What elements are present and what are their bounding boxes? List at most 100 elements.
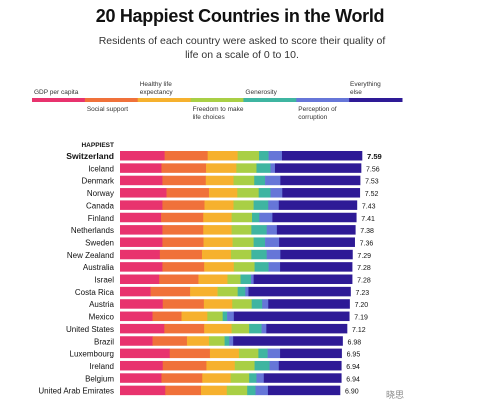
- bar-segment-brazil-freedom-to-make-life-choices: [208, 336, 225, 346]
- bar-segment-brazil-generosity: [224, 336, 230, 346]
- bar-segment-mexico-generosity: [222, 311, 228, 322]
- bar-segment-netherlands-generosity: [251, 225, 267, 235]
- total-label-ireland: 6.94: [346, 364, 360, 371]
- bar-segment-luxembourg-freedom-to-make-life-choices: [238, 348, 259, 359]
- bar-segment-mexico-perception-of-corruption: [227, 311, 235, 322]
- category-label-brazil: Brazil: [94, 337, 114, 346]
- total-label-israel: 7.28: [357, 278, 371, 285]
- bar-segment-united-arab-emirates-gdp-per-capita: [120, 385, 166, 396]
- bar-segment-sweden-social-support: [162, 237, 204, 247]
- bar-segment-israel-everything-else: [253, 274, 353, 284]
- category-label-mexico: Mexico: [89, 313, 115, 322]
- total-label-iceland: 7.56: [366, 166, 380, 173]
- bar-segment-luxembourg-healthy-life-expectancy: [209, 348, 240, 359]
- bar-segment-sweden-everything-else: [279, 237, 355, 247]
- bar-segment-norway-healthy-life-expectancy: [208, 188, 238, 198]
- bar-segment-united-states-social-support: [164, 323, 205, 334]
- category-label-norway: Norway: [87, 189, 114, 198]
- bar-segment-costa-rica-freedom-to-make-life-choices: [217, 286, 238, 297]
- bar-segment-costa-rica-perception-of-corruption: [245, 286, 249, 297]
- total-label-mexico: 7.19: [354, 315, 368, 322]
- bar-segment-iceland-gdp-per-capita: [120, 163, 162, 173]
- bar-segment-norway-perception-of-corruption: [270, 188, 283, 198]
- bar-segment-switzerland-perception-of-corruption: [268, 151, 283, 161]
- bar-segment-luxembourg-social-support: [169, 348, 211, 359]
- bar-segment-austria-social-support: [162, 299, 205, 309]
- bar-segment-mexico-freedom-to-make-life-choices: [207, 311, 223, 322]
- bar-segment-australia-healthy-life-expectancy: [204, 262, 235, 272]
- total-label-australia: 7.28: [357, 265, 371, 272]
- bar-segment-austria-gdp-per-capita: [120, 299, 164, 309]
- bar-segment-united-arab-emirates-perception-of-corruption: [255, 385, 269, 396]
- bar-segment-united-arab-emirates-everything-else: [267, 385, 341, 396]
- bar-segment-belgium-healthy-life-expectancy: [202, 373, 231, 383]
- bar-segment-canada-healthy-life-expectancy: [204, 200, 234, 210]
- bar-segment-finland-everything-else: [272, 212, 357, 223]
- total-label-new-zealand: 7.29: [357, 253, 371, 260]
- bar-segment-finland-social-support: [161, 212, 204, 223]
- bar-segment-netherlands-everything-else: [276, 225, 356, 235]
- bar-segment-netherlands-social-support: [162, 225, 204, 235]
- bar-segment-new-zealand-gdp-per-capita: [120, 249, 161, 260]
- category-label-canada: Canada: [86, 201, 115, 210]
- bar-segment-costa-rica-healthy-life-expectancy: [190, 286, 218, 297]
- bar-segment-ireland-freedom-to-make-life-choices: [234, 360, 255, 371]
- bar-segment-iceland-social-support: [161, 163, 207, 173]
- bar-segment-united-arab-emirates-generosity: [247, 385, 256, 396]
- bar-segment-brazil-social-support: [152, 336, 188, 346]
- bar-segment-belgium-gdp-per-capita: [120, 373, 162, 383]
- legend-swatch-gdp-per-capita: [32, 98, 86, 102]
- bar-segment-denmark-perception-of-corruption: [265, 175, 281, 186]
- bar-segment-iceland-everything-else: [274, 163, 362, 173]
- bar-segment-costa-rica-gdp-per-capita: [120, 286, 151, 297]
- bar-segment-iceland-generosity: [256, 163, 271, 173]
- legend-swatch-everything-else: [349, 98, 403, 102]
- bar-segment-canada-perception-of-corruption: [268, 200, 280, 210]
- bar-segment-belgium-freedom-to-make-life-choices: [230, 373, 250, 383]
- bar-segment-new-zealand-healthy-life-expectancy: [201, 249, 232, 260]
- total-label-united-states: 7.12: [352, 327, 366, 334]
- bar-segment-united-arab-emirates-healthy-life-expectancy: [200, 385, 228, 396]
- bar-segment-austria-generosity: [251, 299, 263, 309]
- total-label-belgium: 6.94: [346, 376, 360, 383]
- bar-segment-denmark-social-support: [162, 175, 207, 186]
- bar-segment-finland-healthy-life-expectancy: [203, 212, 232, 223]
- bar-segment-netherlands-healthy-life-expectancy: [203, 225, 232, 235]
- bar-segment-israel-gdp-per-capita: [120, 274, 160, 284]
- category-label-belgium: Belgium: [85, 374, 114, 383]
- legend-label-everything-else: Everything else: [350, 81, 381, 96]
- category-label-switzerland: Switzerland: [66, 151, 114, 161]
- bar-segment-costa-rica-social-support: [150, 286, 191, 297]
- bar-segment-united-states-generosity: [249, 323, 262, 334]
- total-label-sweden: 7.36: [360, 240, 374, 247]
- bar-segment-austria-freedom-to-make-life-choices: [232, 299, 252, 309]
- bar-segment-united-states-gdp-per-capita: [120, 323, 165, 334]
- bar-segment-australia-perception-of-corruption: [268, 262, 281, 272]
- total-label-brazil: 6.98: [348, 339, 362, 346]
- category-label-iceland: Iceland: [88, 164, 114, 173]
- category-label-costa-rica: Costa Rica: [75, 288, 115, 297]
- bar-segment-united-states-healthy-life-expectancy: [204, 323, 232, 334]
- bar-segment-netherlands-gdp-per-capita: [120, 225, 163, 235]
- category-label-australia: Australia: [83, 263, 115, 272]
- bar-segment-united-states-perception-of-corruption: [261, 323, 267, 334]
- bar-segment-new-zealand-freedom-to-make-life-choices: [230, 249, 252, 260]
- chart-title: 20 Happiest Countries in the World: [95, 6, 385, 26]
- total-label-finland: 7.41: [361, 216, 375, 223]
- bar-segment-ireland-everything-else: [278, 360, 342, 371]
- category-label-united-arab-emirates: United Arab Emirates: [38, 387, 114, 396]
- total-label-austria: 7.20: [355, 302, 369, 309]
- bar-segment-ireland-gdp-per-capita: [120, 360, 164, 371]
- category-label-luxembourg: Luxembourg: [70, 350, 114, 359]
- bar-segment-iceland-perception-of-corruption: [270, 163, 276, 173]
- bar-segment-switzerland-generosity: [259, 151, 269, 161]
- bar-segment-norway-everything-else: [282, 188, 361, 198]
- bar-segment-finland-generosity: [252, 212, 260, 223]
- category-label-austria: Austria: [89, 300, 114, 309]
- total-label-costa-rica: 7.23: [356, 290, 370, 297]
- bar-segment-luxembourg-everything-else: [280, 348, 342, 359]
- bar-segment-canada-social-support: [162, 200, 205, 210]
- bar-segment-ireland-generosity: [254, 360, 270, 371]
- bar-segment-norway-generosity: [258, 188, 271, 198]
- category-label-israel: Israel: [94, 276, 114, 285]
